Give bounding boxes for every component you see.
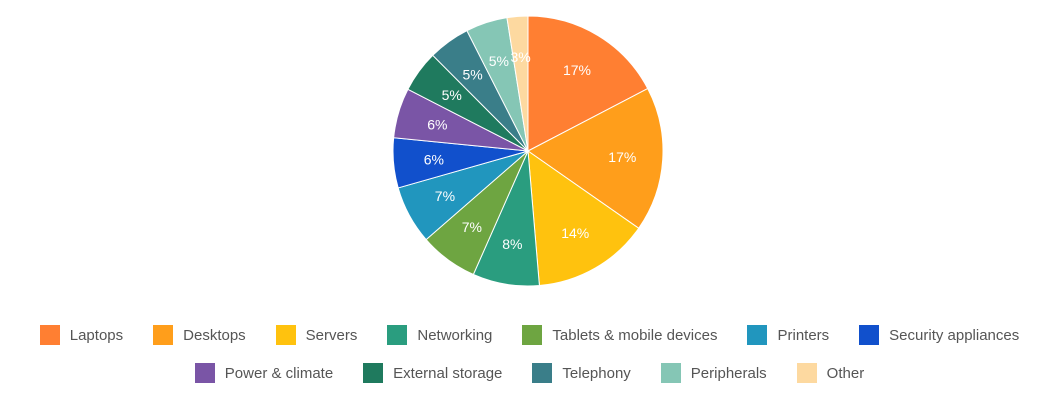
slice-label-laptops: 17%	[563, 62, 591, 78]
slice-label-networking: 8%	[502, 236, 522, 252]
legend-item-external-storage[interactable]: External storage	[363, 362, 502, 384]
legend-swatch	[363, 363, 384, 383]
pie-chart-plot: 17%17%14%8%7%7%6%6%5%5%5% 3%	[392, 15, 664, 287]
slice-label-tablets-and-mobile-devices: 7%	[462, 219, 482, 235]
slice-label-desktops: 17%	[608, 149, 636, 165]
legend-item-servers[interactable]: Servers	[275, 324, 358, 346]
legend-row: Laptops Desktops Servers Networking Tablets …	[0, 324, 1059, 346]
legend-label: Servers	[305, 326, 358, 344]
pie-slice-desktops[interactable]	[527, 87, 664, 229]
legend-swatch	[522, 325, 543, 345]
legend-swatch	[153, 325, 174, 345]
legend-item-networking[interactable]: Networking	[387, 324, 492, 346]
legend-swatch	[275, 325, 296, 345]
legend-label: Networking	[417, 326, 493, 344]
legend-label: Peripherals	[690, 364, 767, 382]
legend-swatch	[194, 363, 215, 383]
legend-swatch	[660, 363, 681, 383]
legend-label: Power & climate	[224, 364, 334, 382]
slice-label-printers: 7%	[435, 188, 455, 204]
legend-label: Security appliances	[889, 326, 1020, 344]
slice-label-other: 3%	[510, 49, 530, 65]
legend-item-power-and-climate[interactable]: Power & climate	[194, 362, 334, 384]
legend-item-tablets-and-mobile-devices[interactable]: Tablets & mobile devices	[522, 324, 717, 346]
pie-slice-laptops[interactable]	[527, 15, 649, 152]
legend-item-peripherals[interactable]: Peripherals	[660, 362, 767, 384]
slice-labels-group: 17%17%14%8%7%7%6%6%5%5%5% 3%	[424, 49, 637, 252]
slice-label-power-and-climate: 6%	[427, 116, 447, 132]
slice-label-telephony: 5%	[462, 66, 482, 82]
legend-swatch	[387, 325, 408, 345]
legend-label: Telephony	[562, 364, 631, 382]
legend-label: Desktops	[183, 326, 246, 344]
legend-swatch	[859, 325, 880, 345]
legend-item-desktops[interactable]: Desktops	[153, 324, 246, 346]
legend-item-security-appliances[interactable]: Security appliances	[859, 324, 1019, 346]
slice-label-external-storage: 5%	[442, 87, 462, 103]
pie-slice-other[interactable]	[506, 15, 529, 152]
legend-swatch	[532, 363, 553, 383]
slices-group	[392, 15, 664, 287]
legend-swatch	[39, 325, 60, 345]
legend-item-other[interactable]: Other	[796, 362, 865, 384]
legend-label: Printers	[777, 326, 830, 344]
slice-label-security-appliances: 6%	[424, 151, 444, 167]
legend-label: Laptops	[69, 326, 124, 344]
legend-swatch	[747, 325, 768, 345]
slice-label-servers: 14%	[561, 225, 589, 241]
legend-item-laptops[interactable]: Laptops	[39, 324, 124, 346]
slice-label-peripherals: 5%	[489, 53, 509, 69]
legend-label: Tablets & mobile devices	[552, 326, 718, 344]
legend-label: External storage	[393, 364, 503, 382]
legend-row: Power & climate External storage Telephony…	[0, 362, 1059, 384]
legend-swatch	[796, 363, 817, 383]
legend-item-printers[interactable]: Printers	[747, 324, 829, 346]
pie-slice-servers[interactable]	[527, 149, 640, 287]
legend-item-telephony[interactable]: Telephony	[532, 362, 631, 384]
legend-label: Other	[826, 364, 865, 382]
